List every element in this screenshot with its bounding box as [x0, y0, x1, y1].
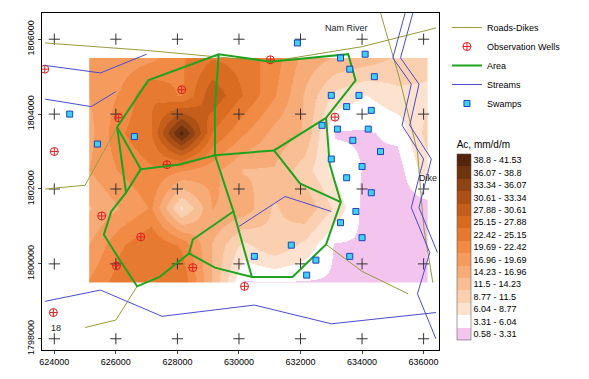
svg-text:38.8 - 41.53: 38.8 - 41.53	[474, 155, 522, 165]
svg-text:19.69 - 22.42: 19.69 - 22.42	[474, 242, 527, 252]
svg-text:1804000: 1804000	[26, 95, 36, 130]
svg-text:626000: 626000	[101, 357, 131, 367]
svg-text:624000: 624000	[39, 357, 69, 367]
svg-text:22.42 - 25.15: 22.42 - 25.15	[474, 230, 527, 240]
svg-text:630000: 630000	[224, 357, 254, 367]
svg-text:14.23 - 16.96: 14.23 - 16.96	[474, 267, 527, 277]
svg-text:25.15 - 27.88: 25.15 - 27.88	[474, 217, 527, 227]
svg-text:634000: 634000	[347, 357, 377, 367]
svg-text:1798000: 1798000	[26, 320, 36, 355]
svg-text:Nam River: Nam River	[325, 23, 368, 33]
svg-text:Ac, mm/d/m: Ac, mm/d/m	[457, 139, 510, 150]
svg-text:636000: 636000	[409, 357, 439, 367]
svg-text:3.31 - 6.04: 3.31 - 6.04	[474, 317, 517, 327]
svg-text:1802000: 1802000	[26, 170, 36, 205]
svg-text:Swamps: Swamps	[487, 99, 522, 109]
svg-text:Dike: Dike	[419, 173, 437, 183]
svg-text:1800000: 1800000	[26, 245, 36, 280]
svg-text:1806000: 1806000	[26, 20, 36, 55]
svg-text:27.88 - 30.61: 27.88 - 30.61	[474, 205, 527, 215]
svg-text:18: 18	[51, 323, 61, 333]
svg-text:Streams: Streams	[487, 80, 521, 90]
svg-text:30.61 - 33.34: 30.61 - 33.34	[474, 193, 527, 203]
svg-text:33.34 - 36.07: 33.34 - 36.07	[474, 180, 527, 190]
svg-text:16.96 - 19.69: 16.96 - 19.69	[474, 255, 527, 265]
svg-text:632000: 632000	[285, 357, 315, 367]
svg-text:8.77 - 11.5: 8.77 - 11.5	[474, 292, 516, 302]
svg-text:Observation Wells: Observation Wells	[487, 42, 560, 52]
svg-text:0.58 - 3.31: 0.58 - 3.31	[474, 329, 517, 339]
svg-text:36.07 - 38.8: 36.07 - 38.8	[474, 168, 522, 178]
svg-text:628000: 628000	[162, 357, 192, 367]
svg-text:Area: Area	[487, 61, 506, 71]
svg-text:Roads-Dikes: Roads-Dikes	[487, 23, 539, 33]
svg-text:6.04 - 8.77: 6.04 - 8.77	[474, 304, 517, 314]
svg-text:11.5 - 14.23: 11.5 - 14.23	[474, 279, 521, 289]
